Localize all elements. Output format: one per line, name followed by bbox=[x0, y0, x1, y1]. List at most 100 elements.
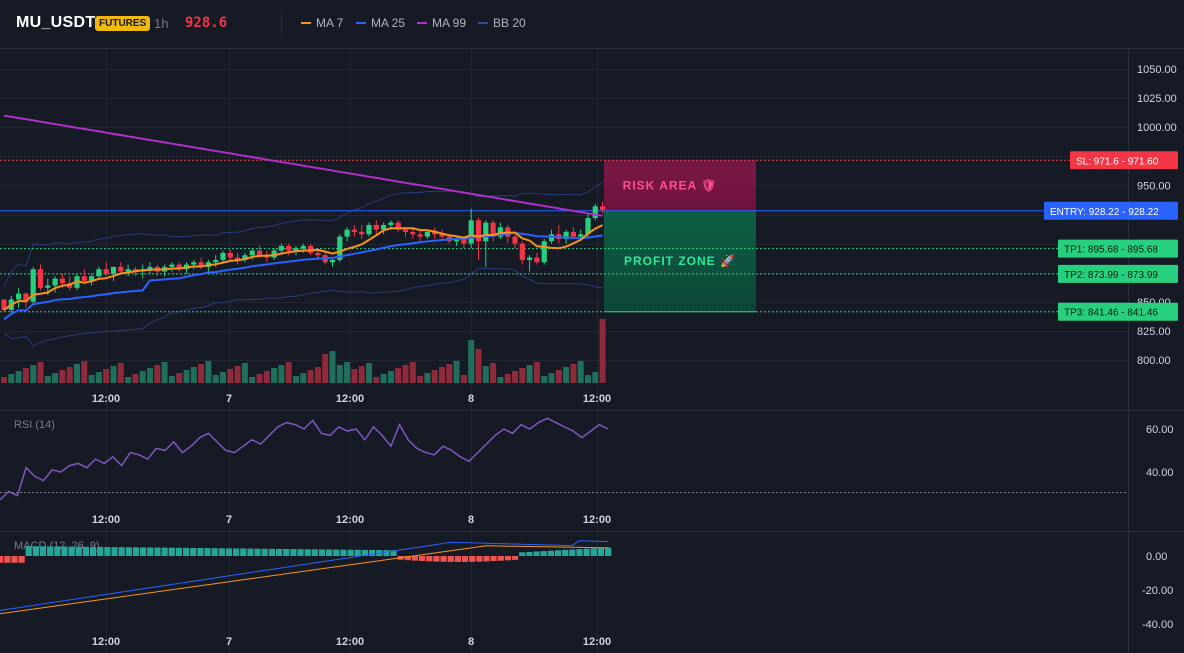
macd-hist-bar-80 bbox=[569, 549, 576, 556]
volume-bar-47 bbox=[344, 362, 351, 383]
macd-hist-bar-84 bbox=[597, 547, 605, 556]
candle-body-66 bbox=[483, 222, 489, 242]
volume-bar-26 bbox=[190, 367, 197, 383]
volume-bar-73 bbox=[533, 362, 540, 383]
tp3-tag-label: TP3: 841.46 - 841.46 bbox=[1064, 308, 1158, 319]
risk-zone[interactable] bbox=[604, 160, 756, 211]
tp3-tag: TP3: 841.46 - 841.46 bbox=[1058, 302, 1178, 321]
bollinger-bands bbox=[3, 182, 603, 347]
legend-ma99-swatch bbox=[417, 21, 427, 24]
macd-hist-bar-31 bbox=[218, 548, 225, 556]
tp2-tag-bg bbox=[1058, 264, 1178, 283]
volume-bar-24 bbox=[176, 373, 183, 383]
ma99-line bbox=[3, 114, 603, 217]
time-label-rsi-4: 12:00 bbox=[583, 514, 611, 526]
macd-hist-bar-26 bbox=[182, 547, 190, 556]
time-label-rsi-1: 7 bbox=[226, 514, 232, 526]
tp1-tag-bg bbox=[1058, 239, 1178, 258]
macd-hist-bar-78 bbox=[554, 550, 562, 556]
entry-tag: ENTRY: 928.22 - 928.22 bbox=[1044, 201, 1178, 220]
macd-hist-bar-5 bbox=[32, 546, 39, 556]
level-tags: SL: 971.6 - 971.60 ENTRY: 928.22 - 928.22… bbox=[1044, 151, 1178, 321]
candle-body-52 bbox=[381, 224, 387, 230]
macd-histogram bbox=[0, 546, 612, 563]
macd-hist-bar-58 bbox=[411, 556, 419, 561]
macd-hist-bar-21 bbox=[147, 547, 154, 556]
macd-hist-bar-33 bbox=[233, 548, 240, 556]
volume-bar-52 bbox=[380, 374, 387, 383]
macd-hist-bar-11 bbox=[75, 546, 82, 556]
macd-hist-bar-49 bbox=[347, 549, 354, 556]
candle-body-29 bbox=[213, 259, 219, 263]
candle-body-11 bbox=[81, 276, 87, 281]
macd-hist-bar-34 bbox=[240, 548, 247, 556]
bb-upper bbox=[3, 182, 603, 287]
volume-bar-27 bbox=[198, 364, 205, 383]
volume-bar-25 bbox=[183, 370, 190, 383]
legend-bb20[interactable]: BB 20 bbox=[478, 16, 526, 30]
candle-body-64 bbox=[468, 220, 474, 244]
volume-bar-58 bbox=[424, 373, 431, 383]
volume-bar-80 bbox=[585, 375, 591, 383]
candle-body-68 bbox=[497, 227, 503, 237]
candle-body-71 bbox=[519, 243, 525, 260]
macd-hist-bar-14 bbox=[97, 546, 104, 556]
macd-hist-bar-4 bbox=[25, 546, 32, 556]
macd-hist-bar-30 bbox=[211, 548, 218, 556]
candle-body-17 bbox=[125, 269, 131, 272]
macd-tick-neg40: -40.00 bbox=[1142, 619, 1173, 631]
candle-body-57 bbox=[417, 234, 423, 237]
timeframe-label[interactable]: 1h bbox=[154, 16, 169, 31]
candle-body-77 bbox=[563, 231, 569, 239]
volume-bar-40 bbox=[293, 376, 299, 383]
legend-ma99[interactable]: MA 99 bbox=[417, 16, 466, 30]
candle-body-16 bbox=[118, 266, 124, 272]
candle-body-46 bbox=[337, 236, 343, 260]
profit-zone[interactable] bbox=[604, 210, 756, 312]
candle-body-2 bbox=[16, 293, 22, 300]
candle-body-47 bbox=[344, 229, 350, 237]
volume-bar-69 bbox=[504, 374, 511, 383]
tp1-tag: TP1: 895.68 - 895.68 bbox=[1058, 239, 1178, 258]
macd-hist-bar-54 bbox=[383, 550, 390, 556]
volume-bar-32 bbox=[234, 366, 241, 383]
candle-body-74 bbox=[541, 241, 547, 263]
candle-body-14 bbox=[103, 269, 109, 274]
volume-bar-50 bbox=[366, 363, 372, 383]
price-tick-0: 1050.00 bbox=[1137, 64, 1177, 76]
macd-hist-bar-36 bbox=[254, 548, 261, 556]
time-label-main-4: 12:00 bbox=[583, 393, 611, 405]
candle-body-51 bbox=[373, 224, 379, 230]
time-label-macd-3: 8 bbox=[468, 636, 474, 648]
legend-ma25[interactable]: MA 25 bbox=[356, 16, 405, 30]
volume-bar-46 bbox=[336, 365, 343, 383]
volume-bar-62 bbox=[453, 361, 460, 383]
volume-bar-53 bbox=[387, 371, 394, 383]
volume-bar-2 bbox=[15, 371, 22, 383]
macd-line bbox=[0, 540, 609, 611]
volume-bar-49 bbox=[358, 366, 365, 383]
macd-hist-bar-83 bbox=[590, 548, 597, 556]
volume-bar-37 bbox=[271, 368, 278, 383]
macd-hist-bar-74 bbox=[526, 551, 533, 556]
futures-badge: FUTURES bbox=[95, 16, 151, 31]
volume-bar-30 bbox=[220, 372, 226, 383]
macd-signal-line bbox=[0, 545, 609, 615]
volume-bar-59 bbox=[431, 370, 438, 383]
macd-hist-bar-57 bbox=[404, 556, 411, 561]
rsi-line bbox=[0, 417, 609, 501]
volume-bar-1 bbox=[8, 374, 15, 383]
moving-averages bbox=[3, 114, 604, 321]
symbol-name[interactable]: MU_USDT bbox=[16, 14, 96, 31]
legend-ma7[interactable]: MA 7 bbox=[301, 16, 343, 30]
volume-bar-13 bbox=[95, 372, 102, 383]
macd-hist-bar-28 bbox=[197, 548, 204, 556]
macd-hist-bar-62 bbox=[440, 556, 447, 562]
macd-tick-0: 0.00 bbox=[1146, 551, 1167, 563]
macd-hist-bar-47 bbox=[333, 549, 340, 556]
candle-body-8 bbox=[59, 278, 65, 284]
last-price: 928.6 bbox=[185, 15, 228, 31]
candle-body-49 bbox=[359, 231, 365, 235]
volume-bar-67 bbox=[490, 363, 497, 383]
